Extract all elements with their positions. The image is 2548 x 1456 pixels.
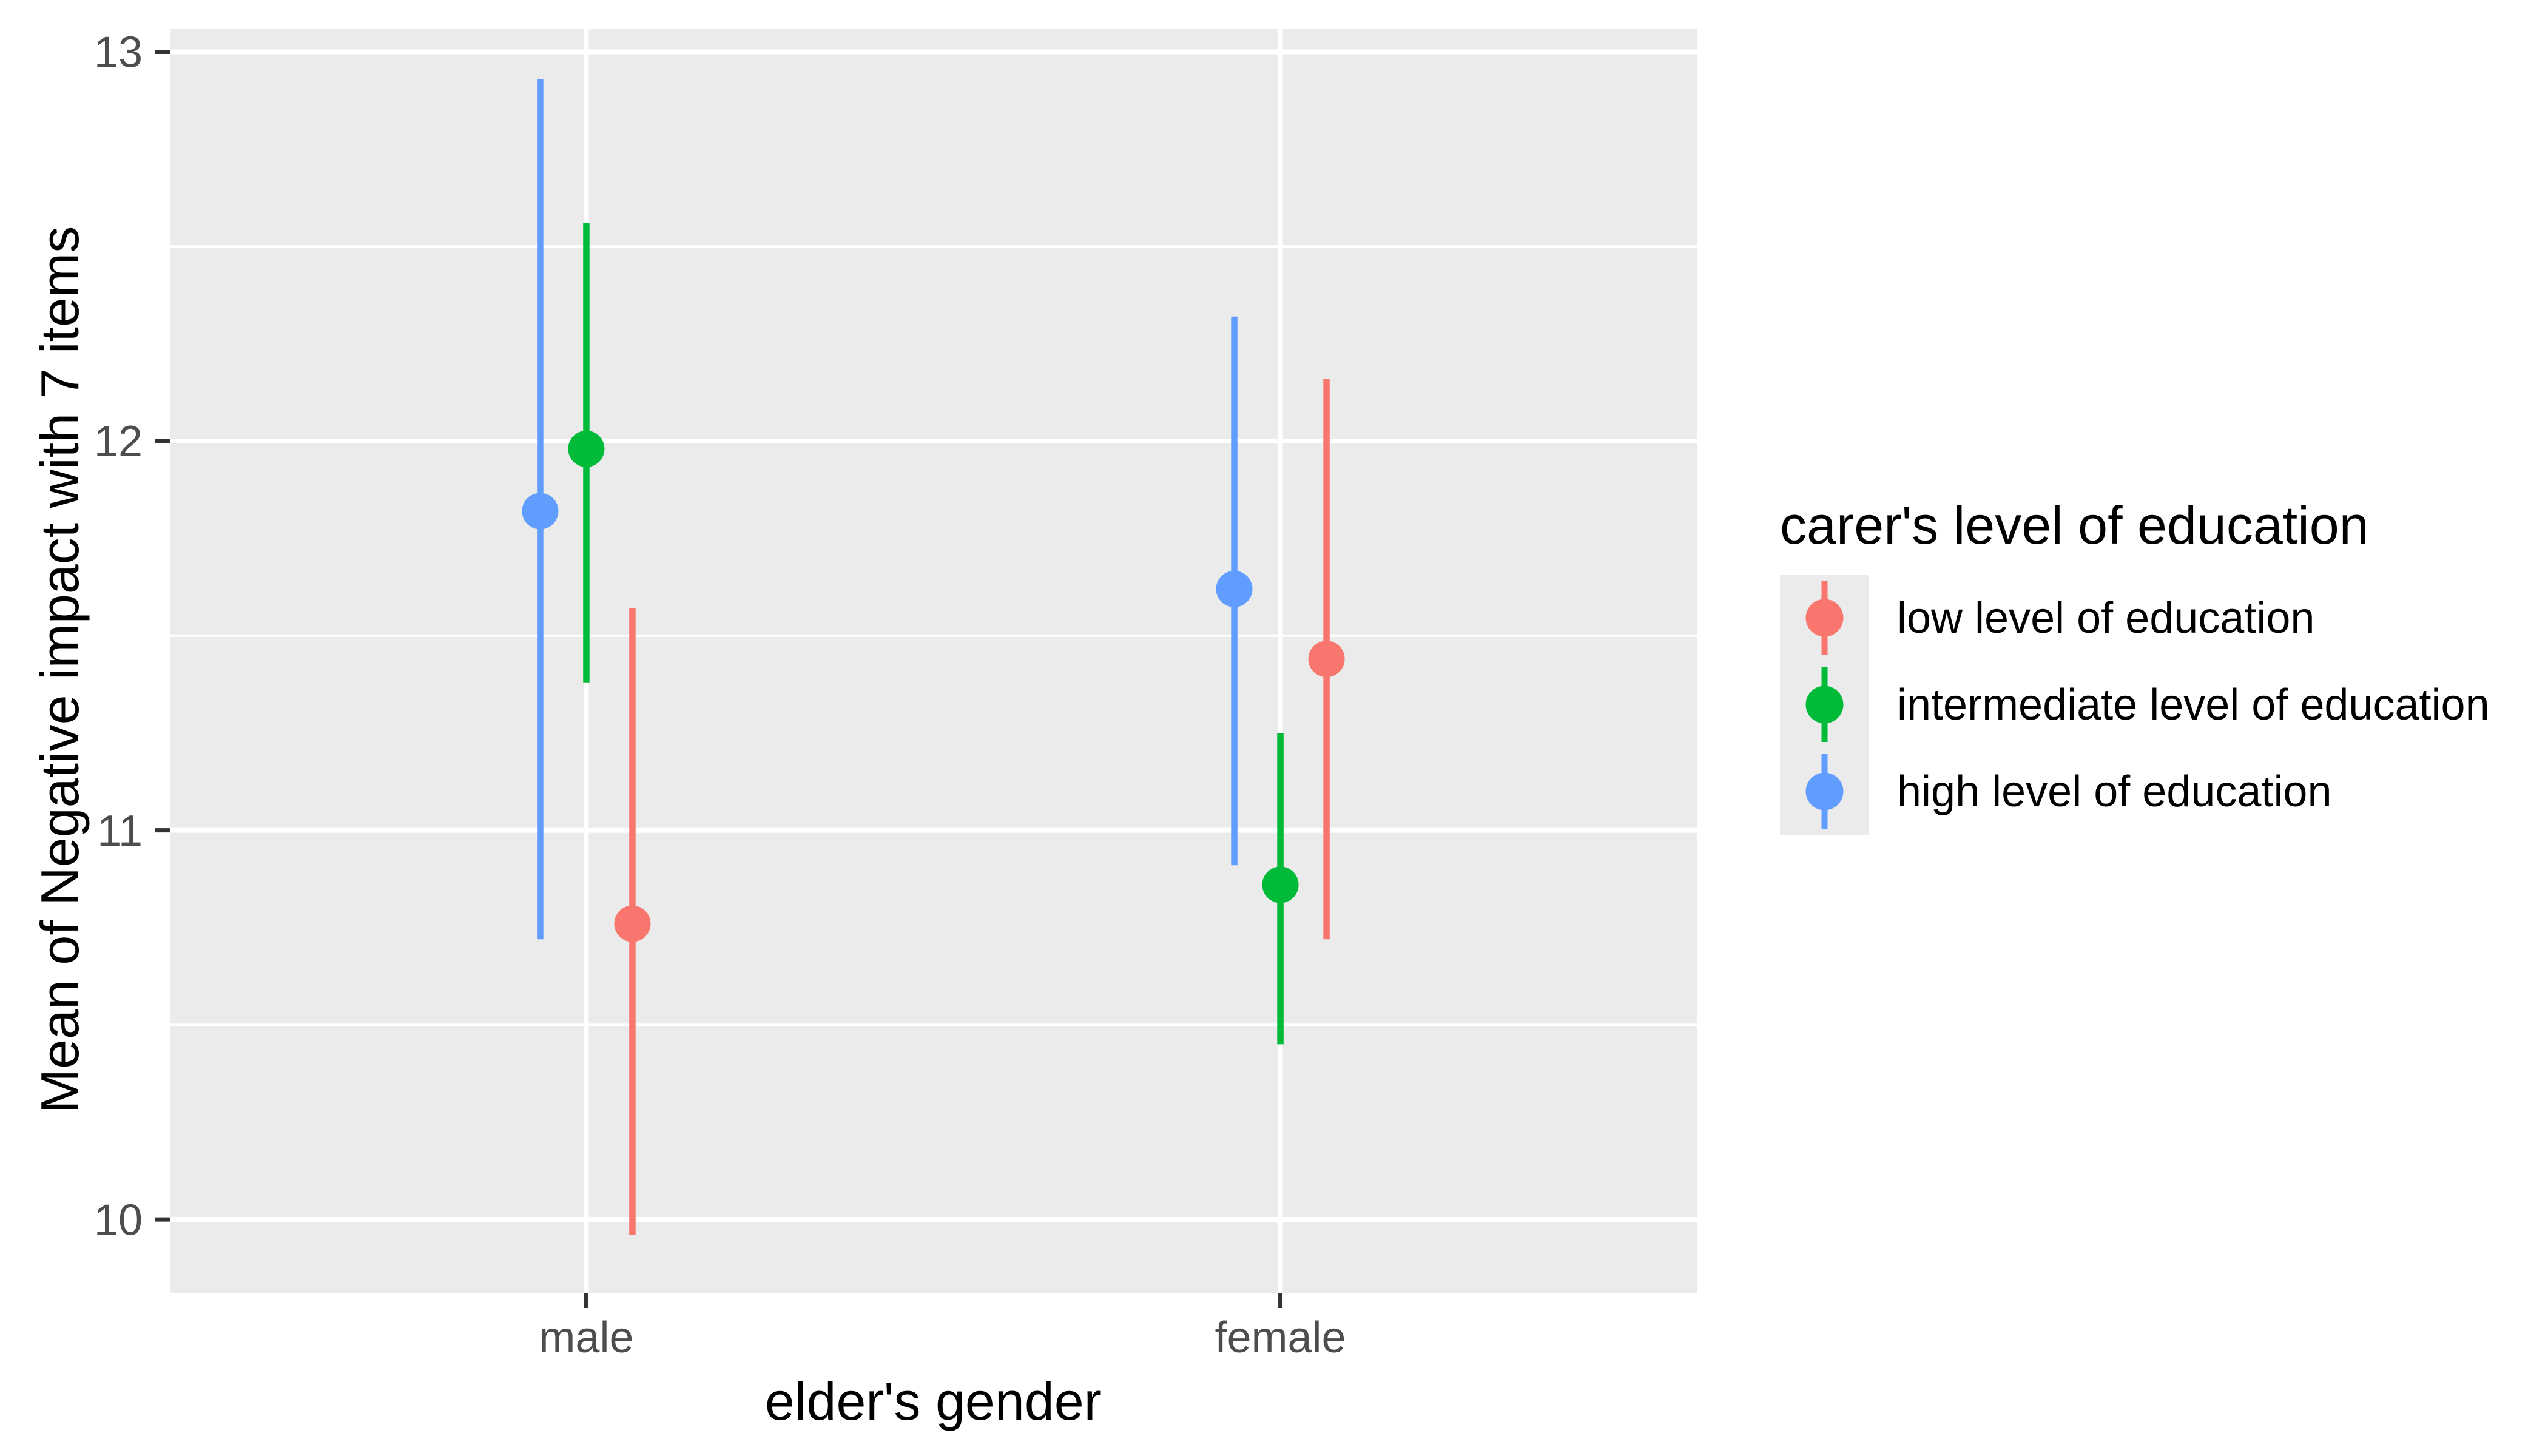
legend-item-high: high level of education (1780, 748, 2490, 835)
legend-item-low: low level of education (1780, 575, 2490, 661)
legend-item-label: high level of education (1897, 767, 2332, 816)
y-axis-title: Mean of Negative impact with 7 items (30, 226, 90, 1113)
point-male (568, 430, 605, 467)
y-tick-label-13: 13 (94, 29, 143, 77)
axis-ticks-layer (155, 49, 1283, 1308)
point-female (1308, 641, 1345, 678)
legend-key-point-icon (1805, 772, 1844, 811)
point-female (1216, 570, 1253, 607)
point-female (1262, 866, 1299, 903)
legend-item-label: low level of education (1897, 593, 2315, 642)
point-male (614, 905, 651, 942)
legend-key-intermediate (1780, 661, 1869, 748)
legend-key-point-icon (1805, 599, 1844, 637)
legend-key-high (1780, 748, 1869, 835)
y-tick-label-10: 10 (94, 1196, 143, 1244)
gridlines-layer (170, 29, 1697, 1293)
point-male (522, 493, 559, 530)
legend-title: carer's level of education (1780, 495, 2369, 555)
legend-item-label: intermediate level of education (1897, 680, 2490, 729)
y-tick-label-12: 12 (94, 417, 143, 466)
legend-item-intermediate: intermediate level of education (1780, 661, 2490, 748)
plot-panel (170, 29, 1697, 1293)
x-tick-label-male: male (539, 1313, 633, 1362)
x-axis-title: elder's gender (765, 1371, 1102, 1431)
pointrange-marks-layer (522, 79, 1345, 1235)
legend-key-point-icon (1805, 686, 1844, 724)
legend: carer's level of education low level of … (1780, 495, 2490, 835)
x-tick-label-female: female (1215, 1313, 1346, 1362)
y-tick-label-11: 11 (97, 807, 143, 855)
legend-key-low (1780, 575, 1869, 661)
legend-items: low level of education intermediate leve… (1780, 575, 2490, 835)
